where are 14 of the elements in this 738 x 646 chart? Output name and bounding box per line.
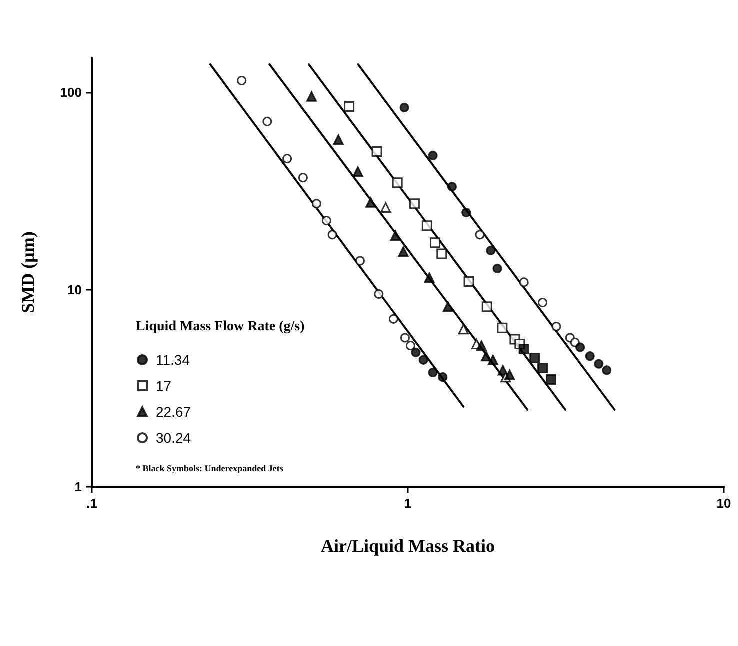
annotation: * Black Symbols: Underexpanded Jets <box>136 464 284 474</box>
x-axis-title: Air/Liquid Mass Ratio <box>320 536 496 556</box>
legend-label: 17 <box>156 378 172 394</box>
x-tick-label: 10 <box>716 496 732 511</box>
y-tick-label: 1 <box>74 480 82 494</box>
x-tick-label: .1 <box>86 496 98 511</box>
y-tick-label: 100 <box>60 85 82 100</box>
y-tick-label: 10 <box>68 282 82 298</box>
y-axis-title: SMD (μm) <box>18 232 38 314</box>
legend-label: 22.67 <box>156 404 192 420</box>
x-tick-label: 1 <box>404 496 412 511</box>
legend-label: 11.34 <box>156 352 190 368</box>
legend-title: Liquid Mass Flow Rate (g/s) <box>136 320 306 334</box>
legend-label: 30.24 <box>156 430 192 446</box>
